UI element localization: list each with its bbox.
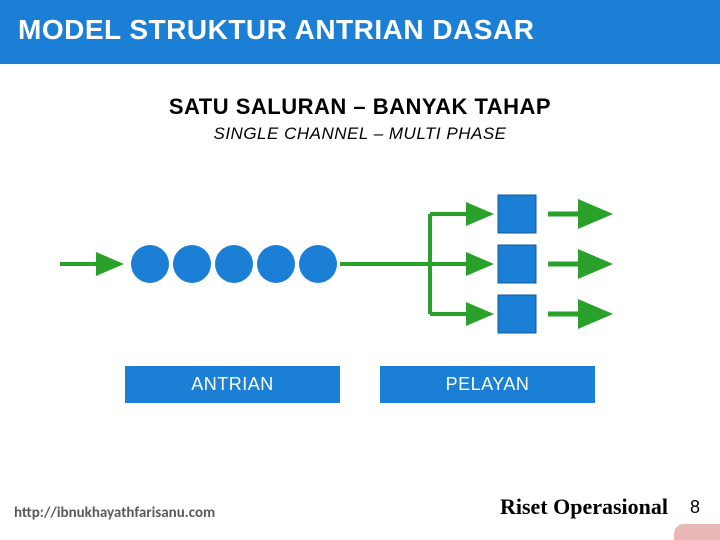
title-bar: MODEL STRUKTUR ANTRIAN DASAR [0,0,720,64]
label-pelayan: PELAYAN [380,366,595,403]
page-title: MODEL STRUKTUR ANTRIAN DASAR [18,14,702,46]
label-antrian: ANTRIAN [125,366,340,403]
subtitle-block: SATU SALURAN – BANYAK TAHAP SINGLE CHANN… [0,94,720,144]
footer-brand: Riset Operasional [500,494,668,520]
queue-diagram [0,174,720,354]
diagram-svg [0,174,720,354]
label-boxes: ANTRIAN PELAYAN [0,366,720,403]
corner-tab [674,524,720,540]
subtitle-main: SATU SALURAN – BANYAK TAHAP [0,94,720,120]
subtitle-sub: SINGLE CHANNEL – MULTI PHASE [0,124,720,144]
footer-url: http://ibnukhayathfarisanu.com [14,504,215,522]
page-number: 8 [690,497,700,518]
